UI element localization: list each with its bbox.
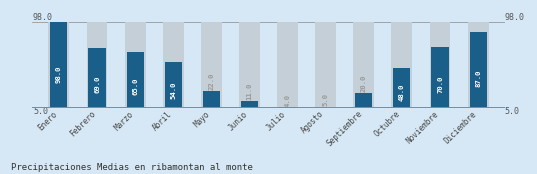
Bar [127,52,144,107]
Text: 5.0: 5.0 [504,107,519,116]
Text: 87.0: 87.0 [475,70,481,87]
Text: 5.0: 5.0 [323,92,329,106]
Bar [469,32,487,107]
Bar [201,22,222,107]
Text: 98.0: 98.0 [56,66,62,83]
Text: 98.0: 98.0 [33,13,53,22]
Bar [391,22,412,107]
Text: 5.0: 5.0 [33,107,48,116]
Bar [48,22,69,107]
Bar [203,91,220,107]
Text: 22.0: 22.0 [208,73,214,90]
Bar [393,68,410,107]
Text: 98.0: 98.0 [504,13,524,22]
Text: 54.0: 54.0 [170,81,176,99]
Text: 48.0: 48.0 [399,83,405,101]
Text: 4.0: 4.0 [285,93,291,106]
Bar [241,101,258,107]
Bar [89,48,106,107]
Bar [353,22,374,107]
Bar [163,22,184,107]
Text: 70.0: 70.0 [437,76,443,93]
Text: 69.0: 69.0 [94,76,100,93]
Text: 20.0: 20.0 [361,74,367,92]
Bar [125,22,146,107]
Bar [239,22,260,107]
Bar [279,107,296,108]
Text: 11.0: 11.0 [246,83,252,100]
Bar [468,22,489,107]
Bar [430,22,451,107]
Bar [165,62,182,107]
Text: 65.0: 65.0 [132,77,138,95]
Bar [315,22,336,107]
Bar [431,48,448,107]
Bar [277,22,298,107]
Text: Precipitaciones Medias en ribamontan al monte: Precipitaciones Medias en ribamontan al … [11,163,252,172]
Bar [355,93,372,107]
Bar [50,22,68,107]
Bar [86,22,107,107]
